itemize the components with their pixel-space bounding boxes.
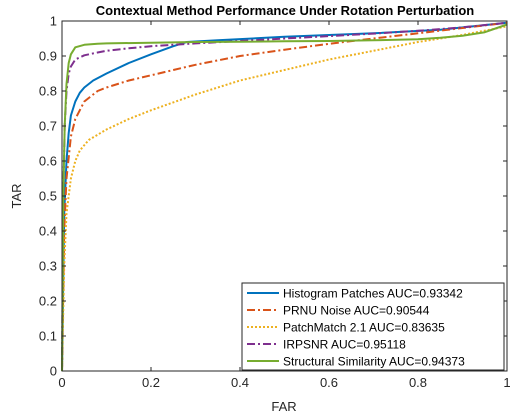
y-axis-label: TAR [9, 183, 24, 208]
x-axis-label: FAR [271, 399, 296, 414]
y-tick-label: 0.6 [39, 154, 57, 169]
y-tick-label: 0.7 [39, 119, 57, 134]
y-tick-label: 0.5 [39, 189, 57, 204]
y-tick-label: 0.2 [39, 294, 57, 309]
x-tick-label: 0.2 [142, 375, 160, 390]
y-tick-label: 1 [50, 14, 57, 29]
legend-box [241, 282, 505, 371]
y-tick-label: 0.1 [39, 329, 57, 344]
x-tick-label: 0 [58, 375, 65, 390]
y-tick-label: 0.3 [39, 259, 57, 274]
series-line-5 [61, 23, 508, 372]
series-line-4 [61, 21, 508, 372]
y-tick-label: 0.9 [39, 49, 57, 64]
x-tick-label: 0.8 [409, 375, 427, 390]
series-layer [61, 21, 508, 372]
x-tick-label: 1 [503, 375, 510, 390]
y-tick-label: 0.4 [39, 224, 57, 239]
x-tick-label: 0.6 [320, 375, 338, 390]
y-tick-label: 0.8 [39, 84, 57, 99]
axis-layer: 0 0.2 0.4 0.6 0.8 1 0 0.1 0.2 0.3 0.4 0.5 0.6 0.7 0.8 0… [39, 14, 511, 391]
series-line-1 [61, 21, 508, 372]
series-line-3 [61, 25, 508, 372]
legend-label: Structural Similarity AUC=0.94373 [283, 355, 465, 369]
legend: Histogram Patches AUC=0.93342 PRNU Noise … [241, 282, 505, 371]
legend-label: PRNU Noise AUC=0.90544 [283, 304, 430, 318]
y-tick-label: 0 [50, 364, 57, 379]
legend-label: PatchMatch 2.1 AUC=0.83635 [283, 321, 445, 335]
legend-label: IRPSNR AUC=0.95118 [283, 338, 406, 352]
chart-title: Contextual Method Performance Under Rota… [96, 3, 475, 18]
x-tick-label: 0.4 [231, 375, 249, 390]
legend-label: Histogram Patches AUC=0.93342 [283, 287, 463, 301]
